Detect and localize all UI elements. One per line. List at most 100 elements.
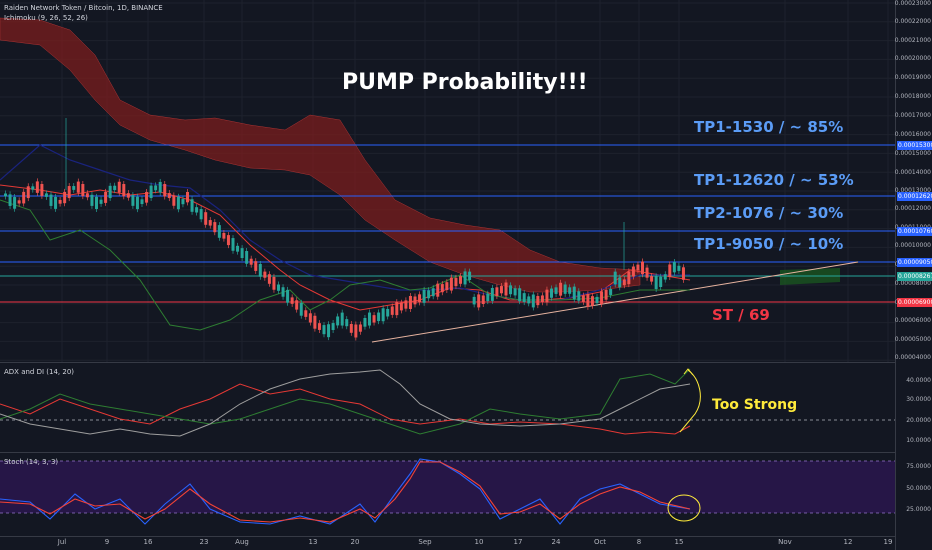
arrow-head [683,368,694,376]
candle-body [222,232,226,239]
stoch-d-line [0,461,691,523]
candle-body [26,186,30,199]
candle-body [44,193,48,197]
candle-body [317,323,321,330]
candle-body [568,287,572,294]
candle-body [226,235,230,246]
candle-body [245,251,249,264]
adx-tick-label: 30.0000 [906,396,931,403]
candle-body [4,193,7,197]
candle-body [545,289,549,303]
time-tick-label: 24 [551,538,561,546]
candle-body [631,266,635,277]
annotation-arrow [679,369,701,433]
candle-body [463,271,467,285]
price-chart[interactable] [0,0,895,362]
candle-body [600,291,604,305]
candle-body [495,287,499,296]
candle-body [368,312,371,326]
price-level-tag[interactable]: 0.00008267 [897,272,932,281]
candle-body [135,196,139,210]
candle-body [299,302,303,316]
candle-body [572,286,576,300]
candle-body [154,185,158,191]
candle-body [668,264,672,278]
candle-body [186,192,189,203]
candle-body [527,296,531,304]
candle-body [440,284,444,293]
candle-body [554,287,558,294]
highlight-circle [667,494,701,522]
candle-body [304,310,308,317]
candle-body [622,279,626,286]
candle-body [563,284,567,294]
price-level-tag[interactable]: 0.00009050 [897,258,932,267]
time-tick-label: Nov [778,538,792,546]
candle-body [513,288,517,296]
time-tick-label: 12 [843,538,853,546]
price-tick-label: 0.00006000 [894,317,931,324]
candle-body [72,186,76,190]
candle-body [40,184,44,196]
candle-body [272,276,276,290]
pane-separator[interactable] [0,452,932,453]
candle-body [663,274,667,280]
candle-body [431,288,435,297]
candle-body [418,294,422,303]
candle-body [313,315,317,329]
price-tick-label: 0.00010000 [894,242,931,249]
di-plus-line [0,368,691,435]
stoch-pane[interactable]: Stoch (14, 3, 3) [0,454,895,536]
price-tick-label: 0.00017000 [894,112,931,119]
candle-body [140,199,144,205]
price-level-tag[interactable]: 0.00015300 [897,141,932,150]
price-level-tag[interactable]: 0.00006900 [897,298,932,307]
price-chart-pane[interactable]: Raiden Network Token / Bitcoin, 1D, BINA… [0,0,895,362]
candle-body [404,300,408,309]
price-tick-label: 0.00023000 [894,0,931,7]
candle-body [104,191,108,203]
candle-body [509,285,513,295]
candle-body [49,194,53,206]
candle-body [363,317,367,327]
candle-body [190,199,194,212]
candle-body [204,212,208,225]
candle-body [145,191,149,203]
adx-pane[interactable]: ADX and DI (14, 20) Too Strong [0,364,895,452]
candle-body [540,295,544,303]
candle-body [436,283,440,297]
price-tick-label: 0.00005000 [894,336,931,343]
candle-body [595,296,599,304]
adx-tick-label: 20.0000 [906,417,931,424]
candle-body [627,271,631,285]
price-level-tag[interactable]: 0.00010760 [897,227,932,236]
tp-annotation-4: TP1-9050 / ~ 10% [694,235,844,253]
candle-body [377,312,381,322]
candle-body [331,323,335,330]
candle-body [559,282,563,296]
candle-body [672,262,676,273]
candle-body [536,296,540,306]
pane-separator[interactable] [0,362,932,363]
candle-body [13,197,17,209]
candle-body [217,225,221,238]
candle-body [650,276,654,282]
candle-body [468,271,472,281]
candle-body [449,277,453,291]
candle-body [67,186,71,199]
ichimoku-cloud [0,17,641,293]
adx-chart[interactable] [0,364,895,452]
candle-body [677,265,681,271]
time-axis[interactable]: Jul 9 16 23 Aug 13 20 Sep 10 17 24 Oct 8 15 Nov 12 19 [0,537,895,550]
price-level-tag[interactable]: 0.00012620 [897,192,932,201]
candle-body [499,286,503,294]
candle-body [267,274,271,284]
candle-body [577,291,581,301]
candle-body [63,191,67,204]
stoch-chart[interactable] [0,454,895,536]
candle-body [76,181,80,193]
candle-body [167,193,171,199]
candle-body [518,288,522,302]
adx-line [0,369,691,437]
candle-body [172,195,176,206]
